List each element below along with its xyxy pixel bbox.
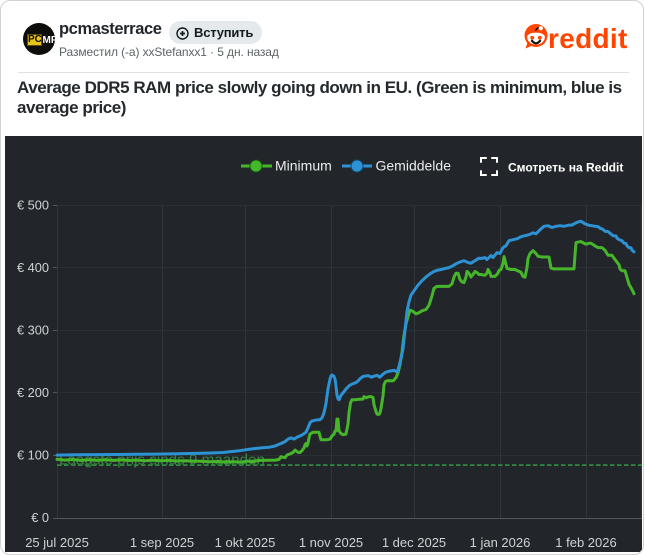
svg-text:Minimum: Minimum — [275, 158, 332, 174]
svg-text:€ 200: € 200 — [17, 385, 49, 400]
svg-text:25 jul 2025: 25 jul 2025 — [25, 535, 89, 550]
svg-text:€ 0: € 0 — [31, 510, 49, 525]
svg-text:Смотреть на Reddit: Смотреть на Reddit — [508, 161, 623, 175]
svg-text:reddit: reddit — [548, 23, 628, 51]
svg-text:1 sep 2025: 1 sep 2025 — [130, 535, 194, 550]
svg-text:1 dec 2025: 1 dec 2025 — [382, 535, 446, 550]
svg-text:1 nov 2025: 1 nov 2025 — [299, 535, 363, 550]
svg-text:1 feb 2026: 1 feb 2026 — [555, 535, 616, 550]
svg-text:€ 300: € 300 — [17, 323, 49, 338]
svg-text:€ 500: € 500 — [17, 198, 49, 213]
svg-text:1 okt 2025: 1 okt 2025 — [215, 535, 276, 550]
svg-text:€ 400: € 400 — [17, 260, 49, 275]
svg-text:Gemiddelde: Gemiddelde — [376, 158, 452, 174]
svg-text:€ 100: € 100 — [17, 448, 49, 463]
svg-text:1 jan 2026: 1 jan 2026 — [470, 535, 531, 550]
